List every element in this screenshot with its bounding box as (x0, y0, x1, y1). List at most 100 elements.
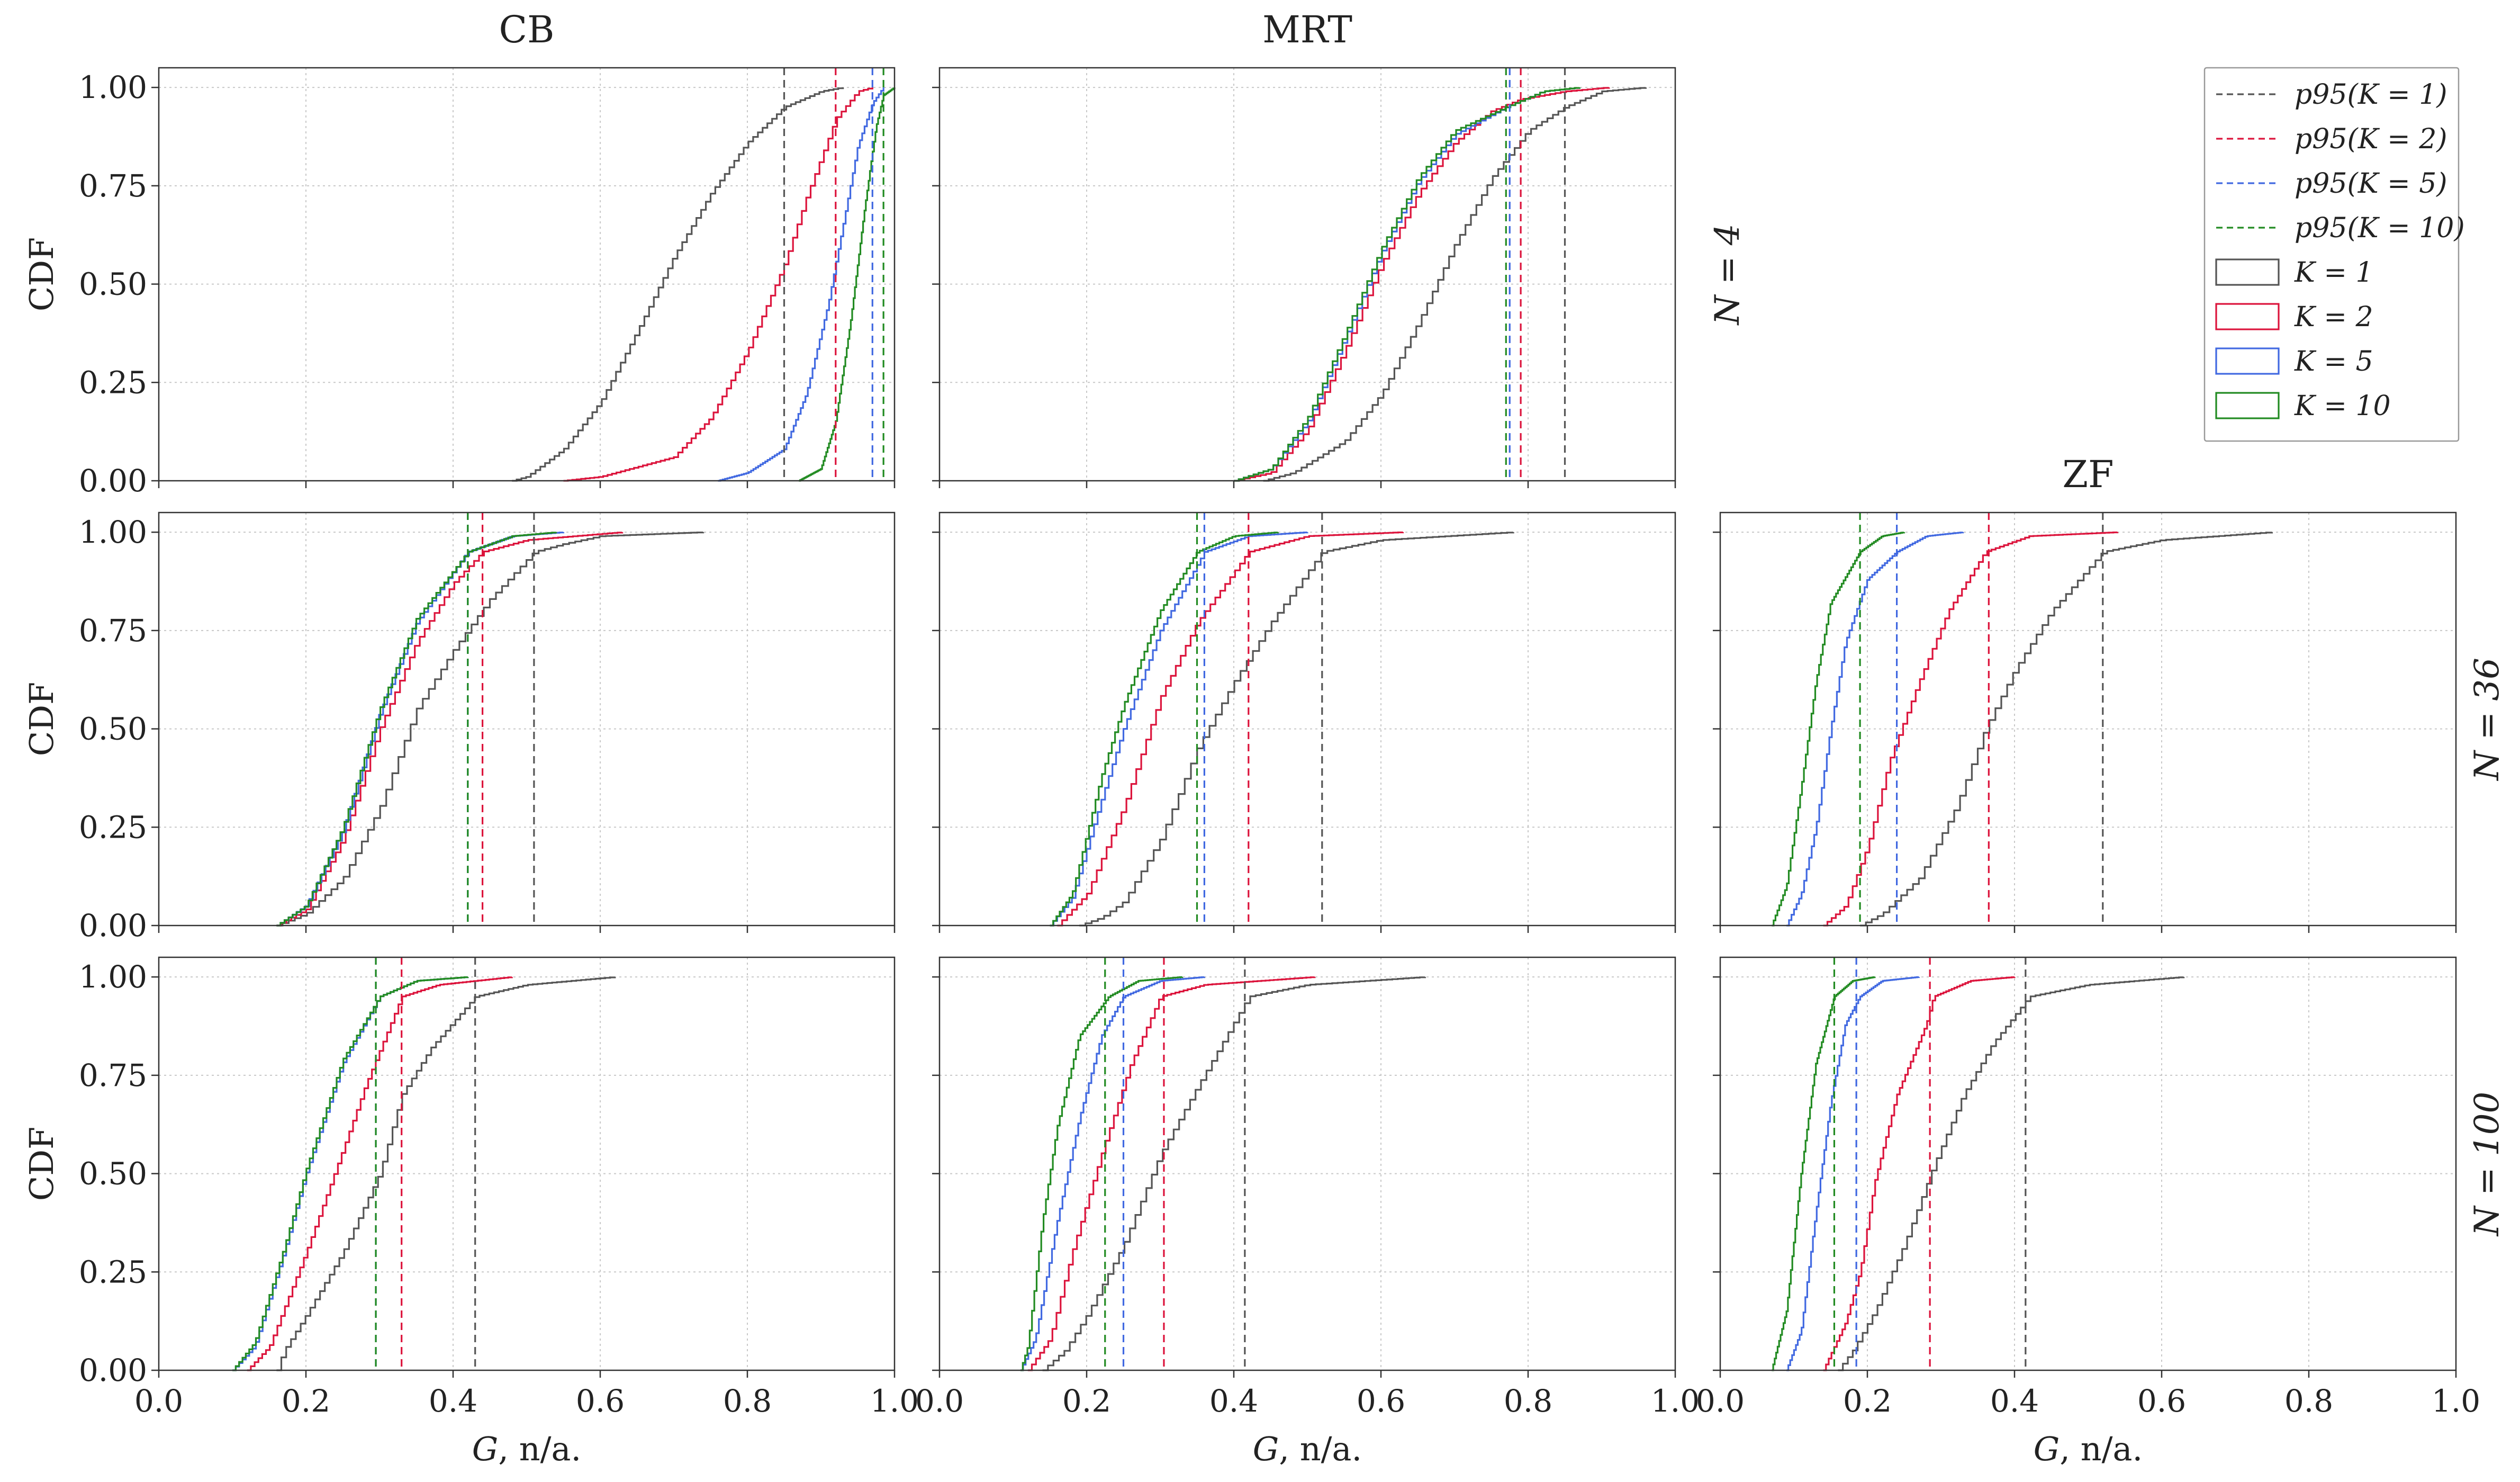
legend-label: p95(K = 2) (2295, 123, 2447, 155)
x-tick-label: 0.4 (1209, 1383, 1258, 1419)
cdf-curve-k10 (1050, 532, 1279, 927)
cdf-curve-k1 (1263, 87, 1647, 482)
y-tick-label: 0.50 (79, 266, 147, 302)
column-title-cb: CB (499, 8, 555, 51)
panel-mrt-n36 (932, 511, 1676, 933)
x-tick-label: 0.6 (2137, 1383, 2186, 1419)
y-tick-label: 0.50 (79, 711, 147, 747)
panel-frame (158, 956, 896, 1371)
x-tick-label: 0.0 (1696, 1383, 1745, 1419)
cdf-curve-k1 (1860, 532, 2273, 927)
y-tick-label: 0.50 (79, 1156, 147, 1192)
cdf-curve-k2 (563, 87, 873, 482)
x-tick-label: 0.8 (1504, 1383, 1552, 1419)
cdf-curve-k2 (276, 532, 624, 927)
row-label-n4: N = 4 (1708, 223, 1747, 326)
legend-label: K = 5 (2294, 346, 2373, 378)
x-tick-label: 1.0 (2432, 1383, 2480, 1419)
legend-swatch-box (2215, 258, 2280, 286)
y-tick-label: 0.00 (79, 908, 147, 944)
cdf-curve-k5 (1786, 976, 1920, 1371)
legend-swatch-box (2215, 392, 2280, 419)
x-tick-label: 0.8 (2284, 1383, 2333, 1419)
y-tick-label: 0.25 (79, 809, 147, 845)
legend-swatch-box (2215, 347, 2280, 375)
panel-cb-n36: 0.00 0.25 0.50 0.75 1.00 CDF (22, 511, 896, 944)
x-tick-label: 0.2 (1843, 1383, 1892, 1419)
x-tick-label: 0.6 (576, 1383, 625, 1419)
panel-frame (938, 67, 1676, 482)
x-axis-label-unit: , n/a. (2060, 1430, 2143, 1468)
y-tick-label: 0.75 (79, 168, 147, 204)
cdf-curve-k2 (247, 976, 513, 1371)
panel-frame (1719, 956, 2457, 1371)
y-tick-label: 0.75 (79, 1057, 147, 1093)
y-tick-label: 0.75 (79, 613, 147, 649)
cdf-curve-k1 (1079, 532, 1514, 927)
x-tick-label: 0.0 (915, 1383, 964, 1419)
x-tick-label: 0.0 (134, 1383, 183, 1419)
cdf-curve-k2 (1057, 531, 1404, 927)
cdf-curve-k2 (1234, 87, 1610, 482)
cdf-curve-k5 (718, 87, 884, 482)
panel-cb-n100: 0.00 0.25 0.50 0.75 1.00 0.0 0.2 0.4 0.6 0.8 1.0 CD… (22, 956, 919, 1468)
legend-label: p95(K = 1) (2295, 79, 2447, 111)
cdf-curve-k1 (1838, 976, 2185, 1371)
panel-frame (158, 511, 896, 927)
column-title-zf: ZF (2062, 453, 2113, 496)
cdf-curve-k10 (799, 87, 896, 482)
cdf-curve-k5 (1020, 976, 1205, 1371)
cdf-curve-k1 (276, 976, 616, 1371)
cdf-curve-k1 (1042, 976, 1426, 1371)
y-tick-label: 1.00 (79, 514, 147, 550)
x-axis-label: G, n/a. (472, 1430, 581, 1468)
cdf-curve-k1 (512, 87, 844, 482)
legend-label: K = 2 (2294, 301, 2373, 333)
x-axis-label-symbol: G (2034, 1430, 2060, 1468)
row-label-n100: N = 100 (2468, 1092, 2507, 1237)
cdf-curve-k10 (1020, 976, 1184, 1371)
y-tick-label: 0.00 (79, 463, 147, 499)
cdf-curve-k2 (1027, 976, 1316, 1371)
x-tick-label: 0.2 (1062, 1383, 1111, 1419)
row-label-n36: N = 36 (2468, 658, 2507, 782)
panel-frame (938, 511, 1676, 927)
x-tick-label: 0.6 (1357, 1383, 1405, 1419)
panels-layer: 0.00 0.25 0.50 0.75 1.00 CDF 0.00 0.25 0.50 0.75 1… (22, 67, 2480, 1468)
y-tick-label: 0.25 (79, 364, 147, 400)
panel-cb-n4: 0.00 0.25 0.50 0.75 1.00 CDF (22, 67, 896, 499)
x-tick-label: 1.0 (1651, 1383, 1700, 1419)
cdf-curve-k5 (1786, 532, 1964, 927)
x-axis-label: G, n/a. (2034, 1430, 2143, 1468)
panel-mrt-n4 (932, 67, 1676, 488)
legend-label: K = 10 (2294, 390, 2391, 422)
cdf-curve-k5 (1050, 532, 1308, 927)
x-axis-label-symbol: G (472, 1430, 499, 1468)
legend-label: K = 1 (2294, 257, 2373, 289)
cdf-curve-k2 (1823, 531, 2119, 927)
cdf-curve-k10 (276, 532, 557, 927)
legend-label: p95(K = 5) (2295, 168, 2447, 200)
x-tick-label: 0.8 (723, 1383, 772, 1419)
y-axis-label: CDF (22, 682, 61, 756)
legend: p95(K = 1) p95(K = 2) p95(K = 5) p95(K = 10… (2203, 67, 2465, 442)
cdf-curve-k10 (1772, 532, 1905, 927)
cdf-curve-k10 (232, 976, 469, 1371)
x-axis-label-symbol: G (1253, 1430, 1279, 1468)
y-tick-label: 1.00 (79, 959, 147, 995)
legend-swatch-box (2215, 303, 2280, 330)
legend-label: p95(K = 10) (2295, 212, 2465, 244)
titles-layer: CB MRT ZF N = 4 N = 36 N = 100 (499, 8, 2507, 1237)
x-tick-label: 0.4 (429, 1383, 477, 1419)
y-tick-label: 0.25 (79, 1254, 147, 1290)
x-tick-label: 1.0 (870, 1383, 919, 1419)
x-axis-label: G, n/a. (1253, 1430, 1362, 1468)
cdf-curve-k10 (1772, 976, 1876, 1371)
column-title-mrt: MRT (1262, 8, 1352, 51)
panel-frame (938, 956, 1676, 1371)
x-tick-label: 0.4 (1990, 1383, 2039, 1419)
y-tick-label: 1.00 (79, 69, 147, 105)
x-axis-label-unit: , n/a. (1279, 1430, 1362, 1468)
